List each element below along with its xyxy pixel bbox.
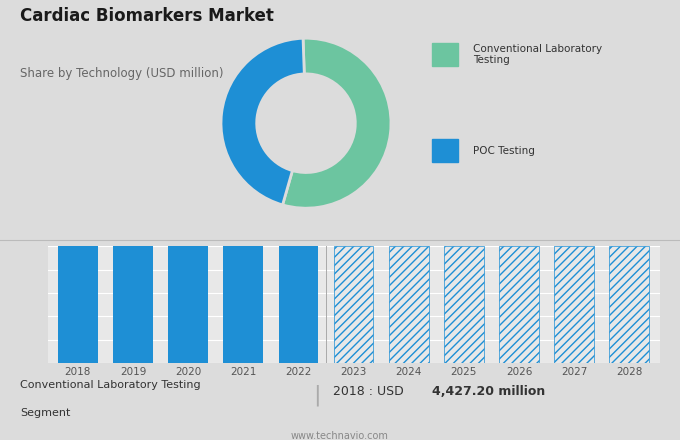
Bar — [444, 246, 483, 363]
Bar — [279, 219, 318, 363]
Text: Share by Technology (USD million): Share by Technology (USD million) — [20, 67, 224, 80]
Text: 2018 : USD: 2018 : USD — [333, 385, 408, 398]
Text: |: | — [313, 385, 320, 406]
Text: POC Testing: POC Testing — [473, 146, 535, 156]
Bar — [58, 346, 98, 363]
Text: 4,427.20 million: 4,427.20 million — [432, 385, 545, 398]
Bar — [499, 246, 539, 363]
Bar — [169, 334, 208, 363]
Text: www.technavio.com: www.technavio.com — [291, 431, 389, 440]
Bar — [432, 43, 458, 66]
Bar — [224, 327, 263, 363]
Bar — [334, 246, 373, 363]
Bar — [279, 319, 318, 363]
Text: Cardiac Biomarkers Market: Cardiac Biomarkers Market — [20, 7, 274, 25]
Bar — [554, 246, 594, 363]
Text: Conventional Laboratory
Testing: Conventional Laboratory Testing — [473, 44, 602, 66]
Bar — [389, 246, 428, 363]
Bar — [113, 238, 153, 363]
Bar — [432, 139, 458, 162]
Bar — [609, 246, 649, 363]
Bar — [169, 233, 208, 363]
Text: Conventional Laboratory Testing: Conventional Laboratory Testing — [20, 380, 201, 390]
Bar — [113, 339, 153, 363]
Wedge shape — [221, 38, 304, 205]
Wedge shape — [283, 38, 391, 208]
Bar — [58, 246, 98, 363]
Bar — [224, 227, 263, 363]
Text: Segment: Segment — [20, 407, 71, 418]
